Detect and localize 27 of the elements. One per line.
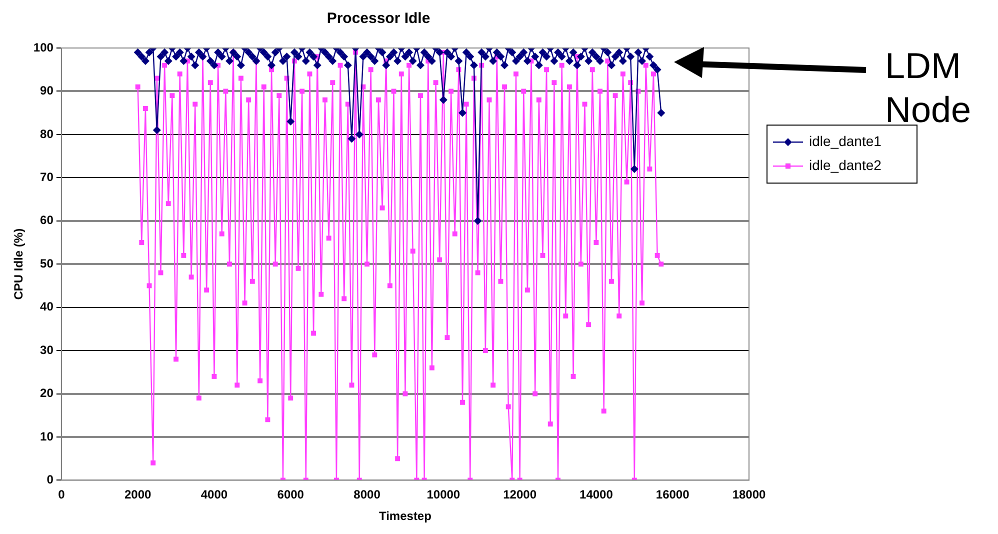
text: LDM Node [885, 44, 972, 132]
x-axis-title: Timestep [378, 509, 432, 524]
y-tick-label: 60 [40, 213, 54, 228]
x-tick-label: 6000 [277, 488, 304, 502]
y-tick-label: 90 [40, 84, 54, 98]
y-tick-label: 80 [40, 126, 54, 141]
y-tick-label: 0 [46, 472, 54, 487]
x-tick-label: 2000 [124, 488, 152, 502]
y-axis-title: CPU Idle (%) [12, 228, 26, 300]
chart-title: Processor Idle [326, 10, 430, 28]
x-tick-label: 0 [58, 488, 66, 502]
x-tick-label: 18000 [732, 488, 766, 502]
x-tick-label: 14000 [580, 488, 614, 502]
y-tick-label: 100 [33, 40, 54, 54]
y-tick-label: 10 [40, 429, 54, 444]
x-tick-label: 4000 [200, 488, 228, 502]
y-tick-label: 50 [40, 256, 54, 270]
x-tick-label: 16000 [656, 488, 690, 502]
legend-label: idle_dante2 [809, 156, 882, 173]
y-tick-label: 30 [40, 342, 54, 357]
legend-label: idle_dante1 [809, 132, 882, 149]
x-tick-label: 10000 [426, 488, 460, 502]
y-tick-label: 40 [40, 300, 54, 314]
x-tick-label: 12000 [503, 488, 537, 502]
y-tick-label: 70 [40, 170, 54, 184]
y-tick-label: 20 [40, 386, 54, 400]
x-tick-label: 8000 [354, 488, 381, 502]
